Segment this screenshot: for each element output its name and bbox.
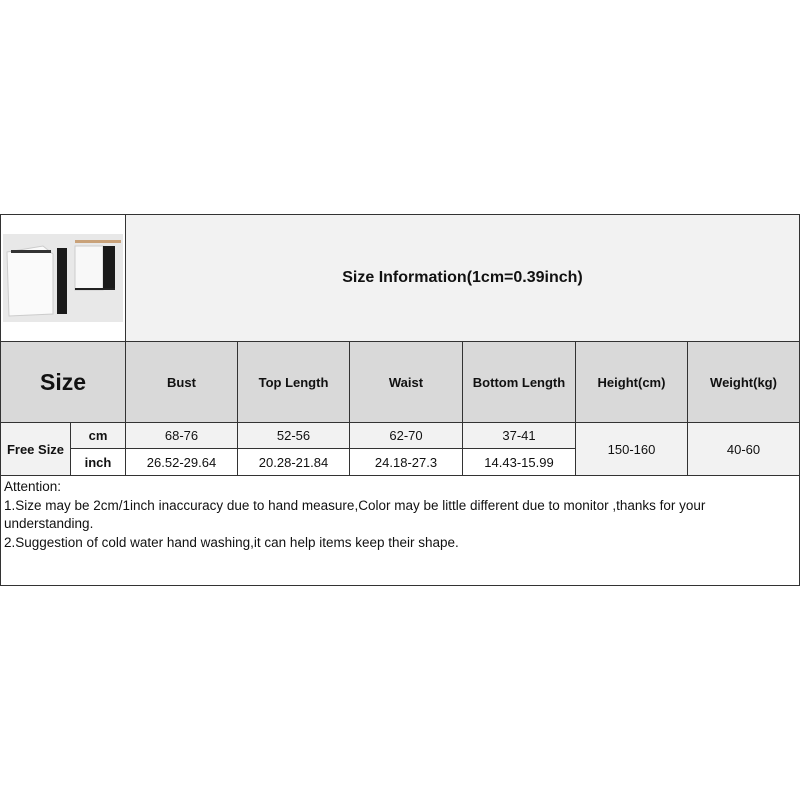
waist-inch: 24.18-27.3	[349, 448, 463, 476]
bottom-length-cm: 37-41	[462, 422, 576, 449]
top-length-cm: 52-56	[237, 422, 350, 449]
attention-note: Attention: 1.Size may be 2cm/1inch inacc…	[0, 475, 800, 586]
unit-cm: cm	[70, 422, 126, 449]
header-bust: Bust	[125, 341, 238, 423]
height-value: 150-160	[575, 422, 688, 476]
product-image	[3, 234, 123, 322]
header-weight: Weight(kg)	[687, 341, 800, 423]
header-height: Height(cm)	[575, 341, 688, 423]
attention-line-1: 1.Size may be 2cm/1inch inaccuracy due t…	[4, 497, 706, 532]
header-top-length: Top Length	[237, 341, 350, 423]
top-length-inch: 20.28-21.84	[237, 448, 350, 476]
header-bottom-length: Bottom Length	[462, 341, 576, 423]
header-waist: Waist	[349, 341, 463, 423]
weight-value: 40-60	[687, 422, 800, 476]
size-chart-title: Size Information(1cm=0.39inch)	[125, 214, 800, 342]
bust-inch: 26.52-29.64	[125, 448, 238, 476]
size-header: Size	[0, 341, 126, 423]
free-size-label: Free Size	[0, 422, 71, 476]
attention-heading: Attention:	[4, 479, 62, 494]
bottom-length-inch: 14.43-15.99	[462, 448, 576, 476]
waist-cm: 62-70	[349, 422, 463, 449]
attention-line-2: 2.Suggestion of cold water hand washing,…	[4, 534, 459, 550]
bust-cm: 68-76	[125, 422, 238, 449]
product-image-cell	[0, 214, 126, 342]
unit-inch: inch	[70, 448, 126, 476]
